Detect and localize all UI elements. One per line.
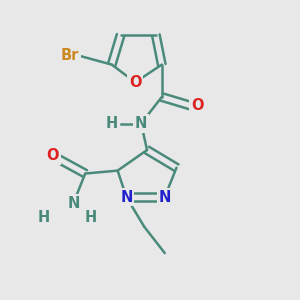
Text: Br: Br [61,48,79,63]
Text: H: H [85,210,97,225]
Text: N: N [158,190,171,205]
Text: N: N [120,190,133,205]
Text: N: N [67,196,80,211]
Text: H: H [38,210,50,225]
Text: O: O [46,148,59,164]
Text: H: H [106,116,118,131]
Text: N: N [135,116,147,131]
Text: O: O [129,75,142,90]
Text: O: O [191,98,204,113]
